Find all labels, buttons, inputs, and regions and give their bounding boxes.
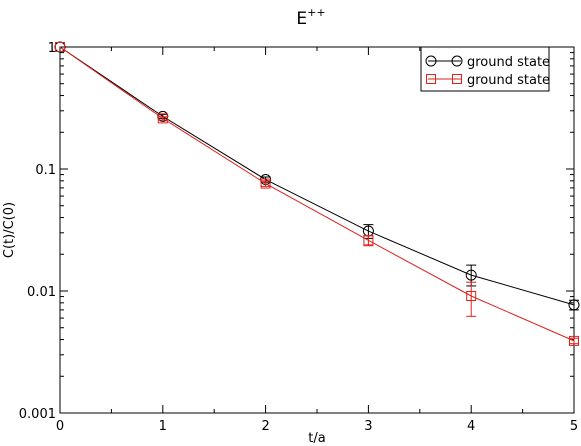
x-tick-label: 0 <box>56 419 64 434</box>
legend-marker <box>452 74 462 84</box>
axes: 0 1 2 3 4 5 0.001 0.01 0.1 1 <box>19 41 578 434</box>
data-point <box>465 269 477 281</box>
x-tick-label: 1 <box>159 419 167 434</box>
series-line <box>59 46 575 342</box>
chart-title-superscript: ++ <box>307 6 325 19</box>
legend-marker <box>426 74 436 84</box>
data-point <box>568 299 580 311</box>
chart-title-main: E <box>296 9 307 29</box>
x-tick-label: 5 <box>570 419 578 434</box>
legend-marker <box>425 55 437 67</box>
y-axis-label: C(t)/C(0) <box>2 202 17 258</box>
plot-frame <box>59 46 575 414</box>
data-point <box>260 178 271 189</box>
series-line <box>59 46 575 306</box>
x-axis-label: t/a <box>308 431 325 446</box>
data-point <box>466 290 477 301</box>
legend-label: ground state <box>467 55 550 70</box>
x-tick-label: 3 <box>364 419 372 434</box>
y-tick-label: 0.001 <box>19 407 56 422</box>
data-point <box>55 42 65 52</box>
y-tick-label: 0.01 <box>27 285 56 300</box>
data-point <box>569 335 579 346</box>
y-tick-label: 1 <box>48 41 56 56</box>
x-tick-label: 4 <box>467 419 475 434</box>
y-tick-label: 0.1 <box>35 163 56 178</box>
data-marks <box>54 41 580 346</box>
legend-label: ground state <box>467 73 550 88</box>
legend-box <box>420 46 550 92</box>
series-1 <box>55 42 579 346</box>
legend: ground state ground state <box>420 46 550 92</box>
x-tick-label: 2 <box>261 419 269 434</box>
data-point <box>363 235 374 246</box>
chart-title: E++ <box>296 6 325 29</box>
data-point <box>157 113 168 124</box>
legend-marker <box>451 55 463 67</box>
